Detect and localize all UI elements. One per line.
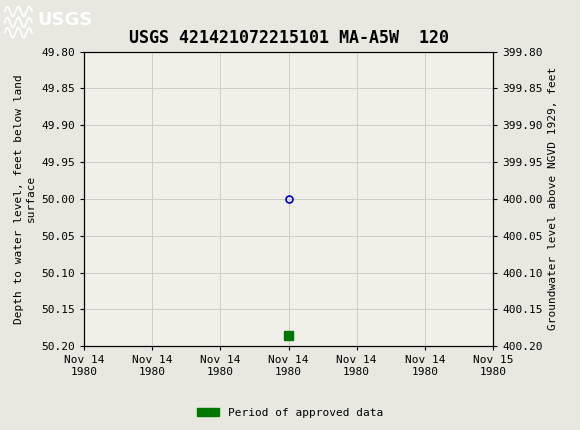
Bar <box>284 331 293 340</box>
Title: USGS 421421072215101 MA-A5W  120: USGS 421421072215101 MA-A5W 120 <box>129 29 448 47</box>
Legend: Period of approved data: Period of approved data <box>193 403 387 422</box>
Text: USGS: USGS <box>38 12 93 29</box>
Y-axis label: Groundwater level above NGVD 1929, feet: Groundwater level above NGVD 1929, feet <box>548 67 558 331</box>
Y-axis label: Depth to water level, feet below land
surface: Depth to water level, feet below land su… <box>14 74 36 324</box>
